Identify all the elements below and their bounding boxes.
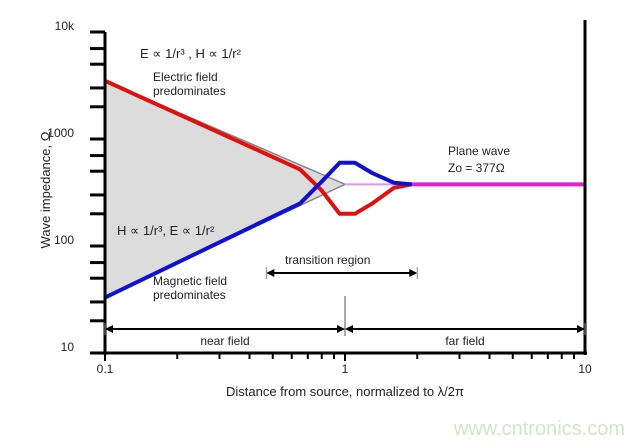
far-field-arrowhead-left bbox=[345, 325, 353, 333]
electric-law-text: E ∝ 1/r³ , H ∝ 1/r² bbox=[140, 46, 242, 61]
plane-wave-label-2: Zo = 377Ω bbox=[448, 161, 505, 175]
magnetic-label-1: Magnetic field bbox=[153, 274, 227, 288]
y-tick-label: 100 bbox=[54, 233, 74, 247]
transition-arrowhead-left bbox=[266, 269, 275, 277]
magnetic-label-2: predominates bbox=[153, 288, 226, 302]
electric-label-2: predominates bbox=[153, 84, 226, 98]
plane-wave-label-1: Plane wave bbox=[448, 144, 510, 158]
x-tick-label: 0.1 bbox=[97, 362, 114, 376]
x-tick-label: 1 bbox=[342, 362, 349, 376]
electric-series-line bbox=[104, 78, 413, 216]
electric-label-1: Electric field bbox=[153, 70, 218, 84]
x-axis-label: Distance from source, normalized to λ/2π bbox=[226, 384, 464, 399]
watermark: www.cntronics.com bbox=[453, 418, 625, 440]
far-field-arrowhead-right bbox=[577, 325, 585, 333]
y-axis-label: Wave impedance, Ω bbox=[38, 131, 53, 248]
near-field-arrowhead-right bbox=[337, 325, 345, 333]
y-tick-label: 1000 bbox=[47, 126, 74, 140]
y-tick-label: 10 bbox=[61, 340, 75, 354]
y-tick-label: 10k bbox=[55, 19, 75, 33]
magnetic-series-line bbox=[104, 160, 413, 300]
near-field-label: near field bbox=[200, 334, 249, 348]
transition-arrowhead-right bbox=[409, 269, 418, 277]
x-tick-label: 10 bbox=[578, 362, 592, 376]
transition-region-label: transition region bbox=[285, 253, 370, 267]
far-field-label: far field bbox=[445, 334, 484, 348]
magnetic-law-text: H ∝ 1/r³, E ∝ 1/r² bbox=[117, 223, 215, 238]
near-field-arrowhead-left bbox=[105, 325, 113, 333]
